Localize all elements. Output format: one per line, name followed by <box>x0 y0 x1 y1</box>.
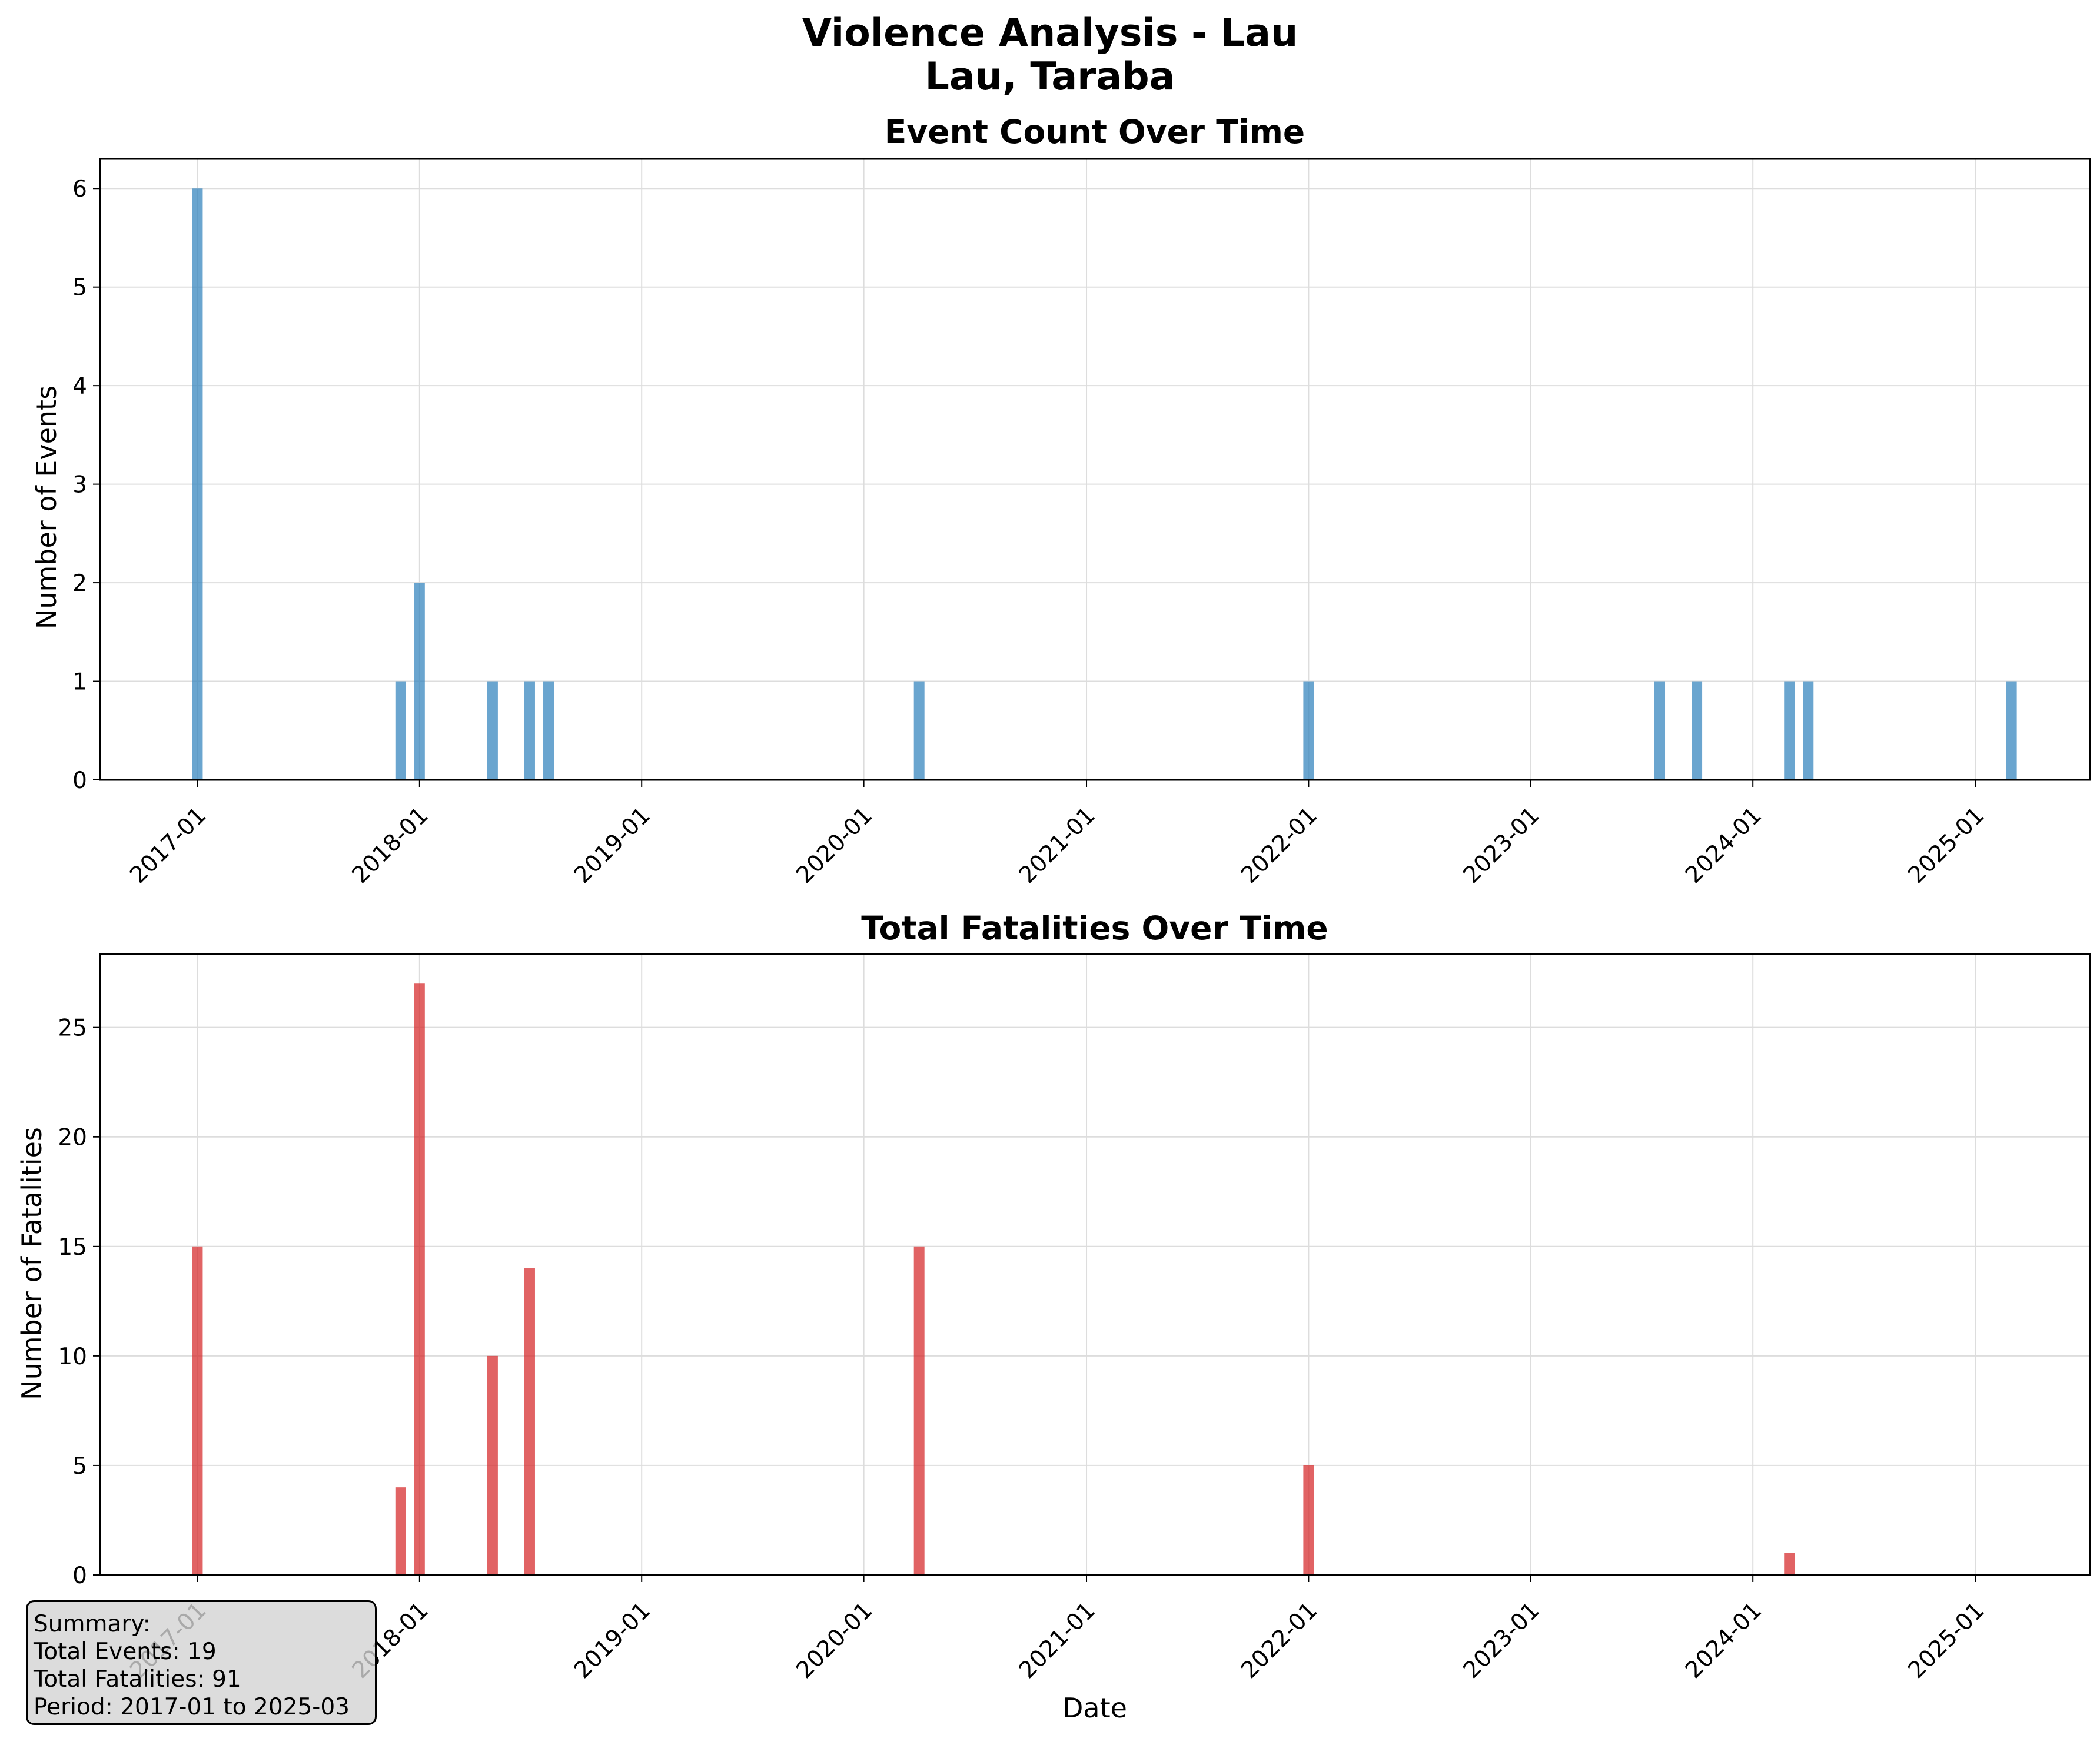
fatalities-plot-frame <box>99 953 2091 1576</box>
fatalities-bar <box>395 1487 406 1575</box>
figure-title-line1: Violence Analysis - Lau <box>802 11 1298 55</box>
fatalities-y-ticks: 0 5 10 15 20 25 <box>58 1015 100 1589</box>
fatalities-y-tick-label: 10 <box>58 1344 87 1370</box>
figure-title-line2: Lau, Taraba <box>925 55 1175 99</box>
event-count-bar <box>395 681 406 780</box>
fatalities-y-tick-label: 15 <box>58 1234 87 1261</box>
event-count-bar <box>524 681 535 780</box>
event-count-y-tick-label: 2 <box>72 570 87 597</box>
event-count-y-tick-label: 4 <box>72 373 87 400</box>
summary-box: Summary: Total Events: 19 Total Fataliti… <box>26 1600 377 1725</box>
event-count-bars <box>192 188 2017 780</box>
summary-heading: Summary: <box>34 1611 151 1637</box>
summary-total-fatalities: Total Fatalities: 91 <box>34 1666 241 1693</box>
fatalities-y-tick-label: 25 <box>58 1015 87 1042</box>
fatalities-bar <box>487 1355 498 1575</box>
fatalities-bar <box>192 1246 203 1575</box>
event-count-plot-frame <box>99 158 2091 781</box>
event-count-y-tick-label: 6 <box>72 176 87 202</box>
event-count-bar <box>2006 681 2017 780</box>
fatalities-y-tick-label: 20 <box>58 1125 87 1151</box>
event-count-bar <box>1803 681 1814 780</box>
event-count-y-tick-label: 5 <box>72 275 87 301</box>
event-count-bar <box>1692 681 1703 780</box>
fatalities-bar <box>1784 1553 1795 1575</box>
fatalities-xlabel: Date <box>1062 1692 1127 1724</box>
event-count-bar <box>913 681 925 780</box>
event-count-bar <box>1784 681 1795 780</box>
event-count-bar <box>487 681 498 780</box>
fatalities-bars <box>192 983 1795 1575</box>
fatalities-ylabel: Number of Fatalities <box>16 1127 48 1400</box>
event-count-y-ticks: 0 1 2 3 4 5 6 <box>72 176 100 794</box>
event-count-y-tick-label: 0 <box>72 767 87 794</box>
fatalities-title: Total Fatalities Over Time <box>861 909 1328 947</box>
fatalities-y-tick-label: 5 <box>72 1453 87 1480</box>
fatalities-bar <box>524 1268 535 1575</box>
fatalities-bar <box>414 983 425 1575</box>
event-count-ylabel: Number of Events <box>31 386 62 629</box>
event-count-y-tick-label: 1 <box>72 669 87 696</box>
event-count-bar <box>1303 681 1314 780</box>
fatalities-y-tick-label: 0 <box>72 1563 87 1589</box>
summary-total-events: Total Events: 19 <box>34 1639 217 1665</box>
fatalities-bar <box>1303 1465 1314 1575</box>
event-count-title: Event Count Over Time <box>885 113 1305 151</box>
summary-period: Period: 2017-01 to 2025-03 <box>34 1694 350 1720</box>
event-count-bar <box>543 681 554 780</box>
event-count-y-tick-label: 3 <box>72 472 87 499</box>
event-count-bar <box>1654 681 1666 780</box>
event-count-bar <box>414 583 425 780</box>
event-count-bar <box>192 188 203 780</box>
fatalities-bar <box>913 1246 925 1575</box>
